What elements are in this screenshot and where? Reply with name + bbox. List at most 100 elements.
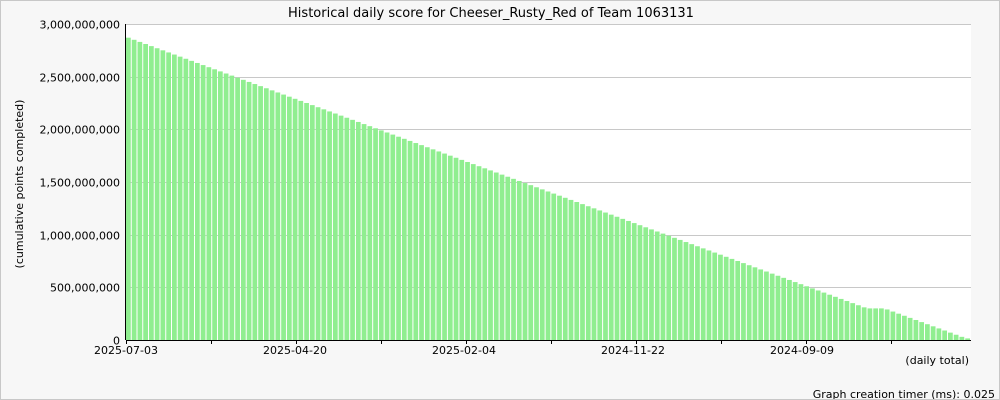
bar [424,147,430,340]
bar [309,105,315,340]
chart-title: Historical daily score for Cheeser_Rusty… [288,6,694,21]
bar [154,48,160,340]
bar [654,231,660,340]
bar [936,328,942,340]
bar [304,103,309,340]
bar [516,180,522,340]
bar [591,208,597,340]
bar [344,117,350,340]
bar [229,75,235,341]
bar [884,309,890,340]
bar [246,81,252,341]
bar [741,263,746,340]
y-tick-label: 0 [113,335,120,348]
bar [384,132,390,340]
bar [683,242,689,340]
bar [562,197,568,340]
bar [913,319,919,340]
bar [528,185,534,340]
bar [413,143,419,340]
bar [752,267,758,340]
bar [580,204,585,340]
bar [206,67,212,340]
bar [338,115,344,340]
bar [942,330,948,340]
bar [821,292,827,340]
bar [695,246,700,340]
bar [930,326,936,340]
bar [315,107,321,341]
bar [677,239,683,340]
bar [620,218,626,340]
bar [476,166,482,340]
bar [729,258,735,340]
bar [810,288,815,340]
bar [706,250,712,340]
bar [643,227,649,340]
axes [125,24,971,344]
bar [890,311,896,340]
bar [838,298,844,340]
bar [792,282,798,340]
bar [850,303,856,340]
bar [269,90,275,340]
bar [603,212,608,340]
bar [844,301,850,340]
bar [281,94,286,340]
y-tick-label: 500,000,000 [50,282,120,295]
bar [758,269,764,340]
bar [396,136,401,340]
bar [217,71,223,341]
bar [608,214,614,340]
bar [258,86,263,341]
bar [252,84,258,340]
bar [568,199,574,340]
bar [373,128,378,340]
bar [332,113,338,340]
bar [896,313,902,340]
bar [436,151,442,340]
bar [240,79,246,340]
bar [539,189,545,340]
bar [126,37,131,340]
bar [292,98,298,340]
bar [131,39,137,341]
bar [407,140,413,340]
bar [959,336,965,340]
bar [925,324,930,340]
bar [534,187,539,340]
bar [746,265,752,340]
bar [723,256,729,340]
bar [787,279,792,340]
bar [637,225,643,340]
graph-creation-timer: Graph creation timer (ms): 0.025 [813,388,995,399]
bar [557,195,562,340]
bar [827,294,833,340]
bar [626,220,631,340]
bar [430,149,436,340]
bar [194,62,200,340]
y-tick-label: 1,500,000,000 [40,177,120,190]
bar [493,172,499,340]
bar [649,229,654,340]
x-tick-label: 2025-07-03 [94,344,158,357]
y-tick-label: 2,500,000,000 [40,72,120,85]
x-tick-label: 2024-11-22 [601,344,665,357]
bar [551,193,557,340]
bar [390,134,396,340]
bar [815,290,821,340]
bar [263,88,269,340]
bar [769,273,775,340]
bar [953,334,959,340]
bar [465,161,470,340]
bar [160,50,166,340]
bar [511,178,516,340]
bar [798,284,804,340]
bar [148,46,154,341]
bar [298,100,304,340]
bar [447,155,453,340]
y-tick-labels: 0 500,000,000 1,000,000,000 1,500,000,000 2,… [40,19,120,348]
bar [223,73,229,340]
bar [350,119,355,340]
